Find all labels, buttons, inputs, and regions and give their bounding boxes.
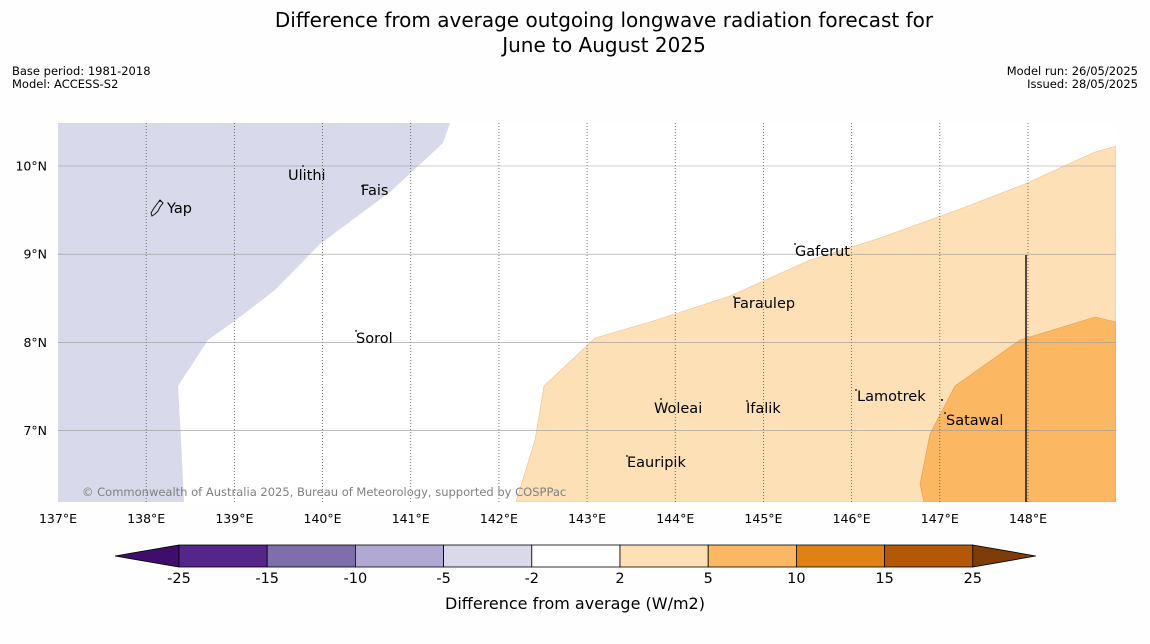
colorbar-title: Difference from average (W/m2) xyxy=(445,594,705,613)
lat-tick-label: 8°N xyxy=(23,335,47,350)
lat-tick-label: 10°N xyxy=(15,159,47,174)
place-label: Fais xyxy=(361,183,388,199)
lat-tick-label: 7°N xyxy=(23,423,47,438)
region-positive-5-to-10 xyxy=(919,316,1116,502)
title-line-1: Difference from average outgoing longwav… xyxy=(274,8,934,32)
colorbar-segment xyxy=(884,544,974,568)
place-label: Woleai xyxy=(654,401,702,417)
island-marker xyxy=(941,399,943,401)
lon-tick-label: 145°E xyxy=(744,511,782,526)
colorbar-tick-label: -5 xyxy=(436,571,450,587)
lon-tick-label: 142°E xyxy=(480,511,518,526)
base-period: Base period: 1981-2018 xyxy=(12,64,151,78)
island-marker xyxy=(302,165,304,167)
colorbar-tick-label: -15 xyxy=(255,571,279,587)
place-label: Ifalik xyxy=(746,401,781,417)
colorbar-tick-label: -10 xyxy=(344,571,368,587)
map-area: Ulithi Fais Yap Gaferut Faraulep Sorol Lamotre… xyxy=(58,123,1116,502)
place-label: Lamotrek xyxy=(857,389,926,405)
lon-tick-label: 147°E xyxy=(921,511,959,526)
place-label: Yap xyxy=(166,201,192,217)
island-marker xyxy=(660,398,662,400)
lon-tick-label: 138°E xyxy=(127,511,165,526)
meta-right: Model run: 26/05/2025 Issued: 28/05/2025 xyxy=(1007,65,1138,91)
gridlines xyxy=(58,123,1116,502)
island-marker xyxy=(361,185,363,187)
colorbar-segment xyxy=(619,544,709,568)
island-marker xyxy=(855,389,857,391)
place-label: Satawal xyxy=(946,413,1003,429)
place-label: Sorol xyxy=(356,331,393,347)
island-marker xyxy=(626,455,628,457)
lat-tick-label: 9°N xyxy=(23,247,47,262)
axis-labels: 137°E 138°E 139°E 140°E 141°E 142°E 143°E 144°E… xyxy=(15,159,1047,527)
colorbar-extend-high xyxy=(972,544,1036,568)
colorbar-tick-label: 10 xyxy=(787,571,805,587)
model-run: Model run: 26/05/2025 xyxy=(1006,64,1138,78)
colorbar-tick-label: -2 xyxy=(525,571,539,587)
island-marker xyxy=(159,200,161,202)
colorbar-segment xyxy=(531,544,621,568)
colorbar-tick-label: -25 xyxy=(167,571,191,587)
island-marker xyxy=(746,400,748,402)
region-negative-2-to-5 xyxy=(58,123,450,502)
colorbar-tick-label: 5 xyxy=(704,571,713,587)
lon-tick-label: 139°E xyxy=(215,511,253,526)
model-name: Model: ACCESS-S2 xyxy=(12,77,119,91)
place-label: Faraulep xyxy=(733,296,795,312)
title-line-2: June to August 2025 xyxy=(502,33,706,57)
colorbar-segment xyxy=(354,544,444,568)
meta-left: Base period: 1981-2018 Model: ACCESS-S2 xyxy=(12,65,151,91)
colorbar-tick-label: 15 xyxy=(875,571,893,587)
island-marker xyxy=(794,243,796,245)
colorbar-segment xyxy=(707,544,797,568)
colorbar: -25 -15 -10 -5 -2 2 5 10 15 25 xyxy=(114,544,1036,587)
lon-tick-label: 146°E xyxy=(833,511,871,526)
lon-tick-label: 143°E xyxy=(568,511,606,526)
lon-tick-label: 141°E xyxy=(392,511,430,526)
place-label: Ulithi xyxy=(288,168,326,184)
island-outline-yap xyxy=(150,199,164,217)
colorbar-segment xyxy=(796,544,886,568)
colorbar-tick-label: 25 xyxy=(964,571,982,587)
copyright-note: © Commonwealth of Australia 2025, Bureau… xyxy=(82,485,566,499)
island-marker xyxy=(733,296,735,298)
place-label: Gaferut xyxy=(795,244,850,260)
colorbar-segment xyxy=(443,544,533,568)
island-marker xyxy=(944,412,946,414)
place-label: Eauripik xyxy=(627,455,686,471)
chart-title: Difference from average outgoing longwav… xyxy=(0,8,1150,58)
colorbar-segment xyxy=(266,544,356,568)
colorbar-segment xyxy=(178,544,268,568)
lon-tick-label: 140°E xyxy=(304,511,342,526)
lon-tick-label: 137°E xyxy=(39,511,77,526)
lon-tick-label: 144°E xyxy=(656,511,694,526)
lon-tick-label: 148°E xyxy=(1009,511,1047,526)
colorbar-extend-low xyxy=(114,544,180,568)
issued-date: Issued: 28/05/2025 xyxy=(1027,77,1138,91)
island-marker xyxy=(355,330,357,332)
place-labels: Ulithi Fais Yap Gaferut Faraulep Sorol Lamotre… xyxy=(159,165,1003,471)
colorbar-tick-label: 2 xyxy=(615,571,624,587)
